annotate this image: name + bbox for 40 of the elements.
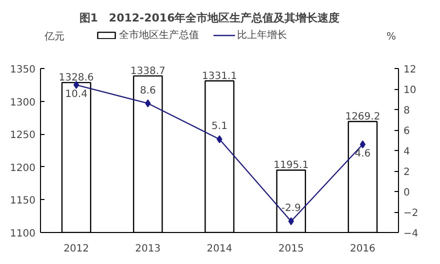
y-tick-label: 1250: [10, 130, 36, 142]
y2-tick-label: 12: [404, 64, 416, 76]
y2-tick-label: 2: [404, 167, 410, 178]
point: [288, 217, 294, 226]
y-tick-label: 1350: [10, 64, 36, 76]
y2-tick-label: 6: [404, 126, 410, 137]
legend-label: 全市地区生产总值: [119, 28, 199, 42]
chart-title: 图1 2012-2016年全市地区生产总值及其增长速度: [79, 12, 340, 24]
x-tick-label: 2014: [206, 244, 232, 254]
point: [360, 140, 366, 148]
y2-tick-label: 8: [404, 106, 410, 116]
legend-label: 比上年增长: [237, 28, 287, 42]
point: [73, 80, 80, 89]
data-label: 1328.6: [58, 72, 94, 84]
y-tick-label: 1200: [10, 162, 36, 174]
y2-tick-label: 4: [404, 146, 410, 158]
y-tick-label: 1100: [10, 228, 36, 240]
y2-tick-label: −2: [404, 208, 418, 219]
y2-tick-label: 0: [404, 188, 410, 198]
y2-tick-label: −4: [404, 228, 418, 240]
point: [145, 99, 151, 108]
data-label: 1331.1: [202, 70, 238, 82]
data-label: 4.6: [354, 148, 371, 160]
y-tick-label: 1150: [10, 196, 36, 207]
y2-tick-label: 10: [404, 85, 416, 96]
data-label: 1338.7: [130, 66, 166, 77]
y-axis-title: 亿元: [44, 32, 64, 42]
y2-axis-title: %: [386, 32, 396, 42]
y-tick-label: 1300: [10, 97, 36, 108]
data-label: -2.9: [281, 203, 301, 214]
point: [216, 135, 222, 144]
data-label: 5.1: [212, 121, 228, 132]
data-label: 10.4: [65, 88, 88, 100]
x-tick-label: 2013: [135, 244, 161, 254]
x-tick-label: 2012: [64, 244, 90, 254]
data-label: 1195.1: [274, 160, 309, 172]
x-tick-label: 2015: [278, 244, 304, 254]
x-tick-label: 2016: [350, 244, 376, 254]
data-label: 1269.2: [345, 112, 380, 123]
data-label: 8.6: [140, 85, 156, 96]
